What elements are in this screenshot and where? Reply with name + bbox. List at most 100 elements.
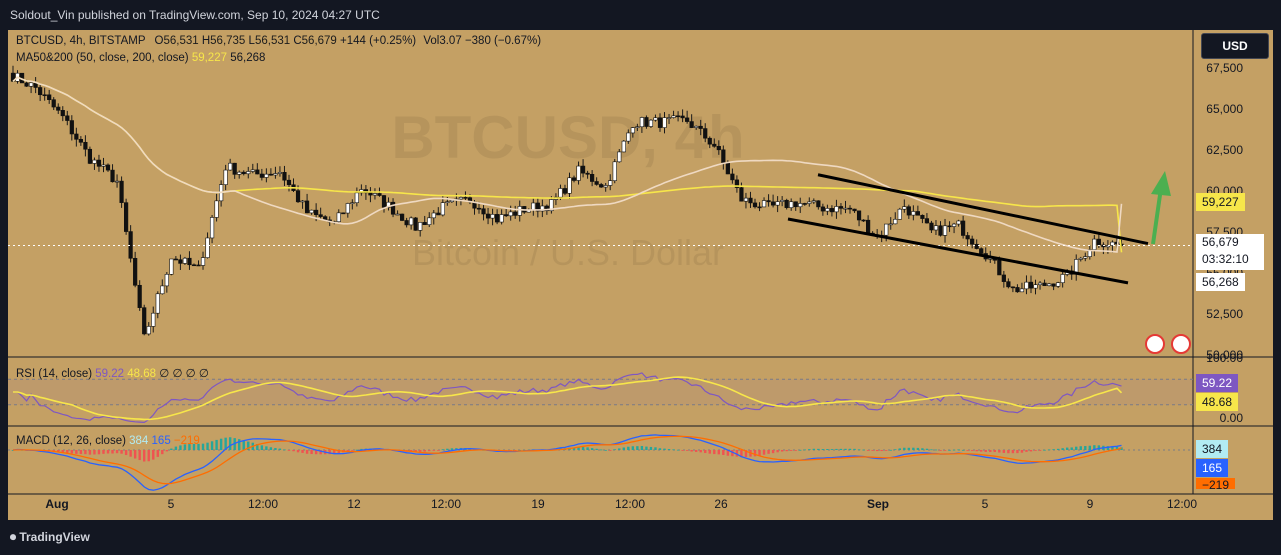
candle-body	[897, 208, 902, 220]
candle-body	[1010, 286, 1015, 289]
tradingview-logo[interactable]: ⏺ TradingView	[10, 530, 90, 545]
candle-body	[567, 177, 572, 194]
candle-body	[286, 179, 292, 186]
candle-body	[621, 140, 626, 153]
candle-body	[816, 200, 821, 208]
macd-histogram-bar	[627, 446, 630, 450]
rsi-axis-bottom: 0.00	[1220, 411, 1244, 425]
candle-body	[951, 223, 957, 227]
time-axis-label: 5	[168, 497, 175, 511]
legend-ma-name: MA50&200 (50, close, 200, close)	[16, 52, 189, 64]
macd-signal-line	[12, 435, 1122, 485]
candle-body	[807, 201, 812, 204]
candle-body	[585, 172, 590, 175]
macd-histogram-bar	[672, 449, 675, 451]
candle-body	[757, 206, 762, 209]
macd-histogram-bar	[1016, 450, 1019, 454]
rsi-value: 59.22	[95, 368, 125, 380]
candle-body	[1078, 257, 1083, 260]
macd-histogram-bar	[93, 450, 96, 455]
macd-histogram-bar	[613, 449, 616, 451]
candle-body	[707, 137, 712, 145]
candle-body	[178, 259, 183, 264]
macd-histogram-bar	[844, 448, 847, 450]
macd-histogram-bar	[79, 450, 83, 455]
macd-histogram-bar	[418, 450, 422, 452]
macd-histogram-bar	[685, 450, 689, 451]
candle-body	[562, 188, 568, 194]
candle-body	[69, 120, 74, 135]
candle-body	[997, 259, 1002, 276]
macd-histogram-bar	[880, 450, 883, 452]
tradingview-logo-icon: ⏺	[10, 530, 20, 544]
macd-histogram-bar	[998, 450, 1001, 453]
legend-vol-label: Vol	[423, 35, 440, 47]
candle-body	[970, 238, 975, 245]
candle-body	[639, 117, 644, 128]
candle-body	[617, 151, 622, 163]
macd-histogram-bar	[957, 449, 960, 451]
macd-histogram-bar	[658, 448, 662, 450]
candle-body	[825, 208, 830, 212]
candle-body	[884, 223, 889, 236]
time-axis-label: 12:00	[248, 497, 278, 511]
macd-histogram-bar	[975, 450, 978, 452]
macd-histogram-bar	[667, 449, 671, 450]
macd-histogram-bar	[645, 446, 648, 450]
macd-histogram-bar	[609, 450, 612, 451]
macd-histogram-bar	[274, 447, 277, 450]
candle-body	[458, 197, 464, 200]
rsi-axis-top: 100.00	[1206, 351, 1243, 365]
rsi-ma-tag: 48.68	[1196, 393, 1239, 411]
macd-histogram-bar	[898, 448, 901, 450]
macd-histogram-bar	[446, 448, 449, 450]
candle-body	[843, 207, 848, 210]
macd-histogram-bar	[699, 450, 702, 453]
candle-body	[214, 200, 219, 218]
time-axis-label: 26	[714, 497, 728, 511]
macd-histogram-bar	[1056, 448, 1060, 450]
price-tick-label: 52,500	[1206, 307, 1243, 321]
candle-body	[409, 217, 414, 226]
candle-body	[861, 219, 866, 222]
rsi-line	[13, 372, 1122, 424]
candle-body	[680, 115, 685, 119]
macd-histogram-bar	[247, 441, 250, 450]
candle-body	[495, 214, 500, 223]
candle-body	[698, 125, 703, 129]
macd-histogram-bar	[238, 439, 241, 450]
macd-histogram-bar	[808, 449, 811, 450]
candle-body	[105, 164, 111, 171]
candle-body	[766, 200, 771, 203]
candle-body	[209, 217, 215, 239]
price-tick-label: 65,000	[1206, 102, 1243, 116]
candle-body	[599, 184, 604, 188]
candle-body	[314, 209, 319, 215]
macd-histogram-bar	[1075, 446, 1078, 450]
candle-body	[182, 257, 188, 264]
rsi-label: RSI (14, close)	[16, 368, 93, 380]
macd-histogram-bar	[305, 450, 309, 454]
candle-body	[83, 141, 88, 150]
macd-histogram-bar	[360, 448, 363, 450]
candle-body	[264, 173, 269, 178]
candle-body	[938, 225, 943, 236]
currency-button[interactable]: USD	[1201, 33, 1269, 59]
candle-body	[169, 258, 174, 275]
macd-histogram-bar	[1111, 446, 1114, 450]
candle-body	[893, 218, 898, 225]
macd-histogram-bar	[916, 447, 920, 450]
legend-high: 56,735	[210, 35, 246, 47]
macd-histogram-bar	[301, 450, 304, 453]
candle-body	[834, 206, 839, 213]
candle-body	[273, 173, 278, 176]
candle-body	[902, 206, 907, 210]
candle-body	[463, 197, 468, 199]
candle-body	[137, 284, 142, 308]
candle-body	[1001, 274, 1006, 282]
rsi-ma-value: 48.68	[127, 368, 157, 380]
candle-body	[114, 180, 120, 183]
macd-histogram-bar	[423, 450, 426, 452]
candle-body	[440, 202, 445, 216]
candle-body	[906, 206, 911, 216]
